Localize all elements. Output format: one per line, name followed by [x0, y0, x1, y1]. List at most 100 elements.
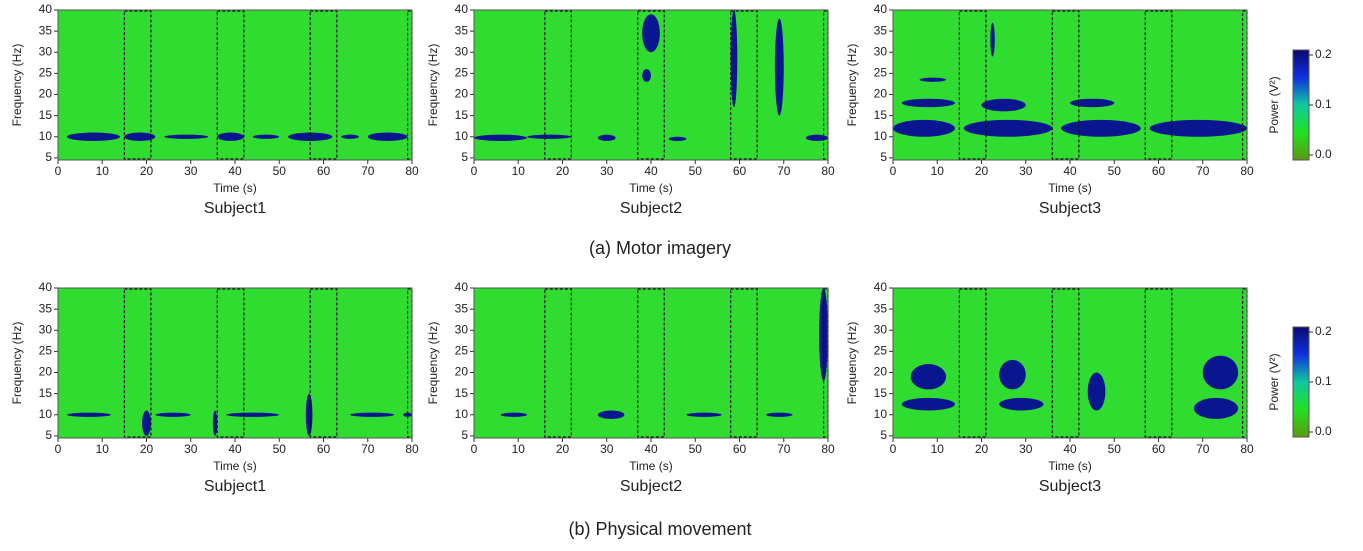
power-region — [527, 134, 572, 139]
colorbar-tick-label: 0.2 — [1315, 324, 1332, 338]
power-region — [963, 119, 1053, 137]
y-axis-label: Frequency (Hz) — [10, 322, 24, 405]
x-tick-label: 80 — [1240, 164, 1254, 178]
power-region — [668, 136, 687, 141]
power-region — [805, 134, 828, 141]
x-tick-label: 50 — [689, 442, 703, 456]
x-tick-label: 40 — [1063, 442, 1077, 456]
task-interval — [406, 288, 413, 438]
y-tick-label: 20 — [39, 365, 53, 379]
x-tick-label: 40 — [228, 164, 242, 178]
y-tick-label: 25 — [455, 344, 469, 358]
power-region — [164, 134, 209, 139]
x-axis-label: Time (s) — [213, 459, 257, 473]
y-axis-label: Frequency (Hz) — [845, 322, 859, 405]
x-tick-label: 50 — [273, 164, 287, 178]
x-tick-label: 20 — [975, 164, 989, 178]
x-tick-label: 0 — [890, 442, 897, 456]
y-tick-label: 20 — [874, 87, 888, 101]
y-tick-label: 35 — [39, 23, 53, 37]
x-tick-label: 10 — [512, 442, 526, 456]
task-interval — [1051, 10, 1080, 160]
power-region — [919, 77, 947, 82]
y-tick-label: 35 — [455, 301, 469, 315]
power-region — [1070, 98, 1115, 108]
task-interval — [730, 288, 758, 438]
x-tick-label: 30 — [600, 164, 614, 178]
y-axis-label: Frequency (Hz) — [426, 322, 440, 405]
x-tick-label: 10 — [96, 442, 110, 456]
x-tick-label: 10 — [512, 164, 526, 178]
y-tick-label: 15 — [874, 386, 888, 400]
x-tick-label: 70 — [361, 442, 375, 456]
x-tick-label: 0 — [471, 442, 478, 456]
plot-area — [66, 132, 408, 141]
x-tick-label: 20 — [140, 442, 154, 456]
y-tick-label: 5 — [461, 150, 468, 164]
plot-area — [901, 355, 1239, 419]
power-region — [155, 412, 191, 417]
plot-background — [893, 288, 1247, 438]
caption: (b) Physical movement — [568, 519, 751, 539]
colorbar-tick-label: 0.2 — [1315, 47, 1332, 61]
panel-subtitle: Subject1 — [204, 200, 266, 217]
task-interval — [544, 288, 572, 438]
x-axis-label: Time (s) — [629, 459, 673, 473]
x-tick-label: 10 — [931, 164, 945, 178]
power-region — [766, 412, 793, 417]
x-tick-label: 70 — [1196, 442, 1210, 456]
panel-subtitle: Subject3 — [1039, 200, 1101, 217]
power-region — [288, 132, 333, 141]
task-interval — [406, 10, 413, 160]
y-tick-label: 20 — [455, 365, 469, 379]
power-region — [142, 410, 151, 436]
x-tick-label: 60 — [733, 442, 747, 456]
x-tick-label: 30 — [1019, 442, 1033, 456]
task-interval — [1051, 288, 1080, 438]
y-tick-label: 20 — [39, 87, 53, 101]
x-tick-label: 20 — [140, 164, 154, 178]
y-tick-label: 5 — [461, 428, 468, 442]
colorbar-tick-label: 0.1 — [1315, 97, 1332, 111]
power-region — [981, 98, 1026, 112]
y-tick-label: 25 — [39, 66, 53, 80]
power-region — [597, 134, 616, 141]
panel-subtitle: Subject2 — [620, 478, 682, 495]
power-region — [901, 98, 955, 108]
y-axis-label: Frequency (Hz) — [845, 44, 859, 127]
power-region — [226, 412, 280, 417]
x-axis-label: Time (s) — [213, 181, 257, 195]
y-tick-label: 40 — [455, 2, 469, 16]
y-tick-label: 30 — [39, 44, 53, 58]
power-region — [642, 69, 651, 82]
y-tick-label: 40 — [874, 2, 888, 16]
y-tick-label: 40 — [455, 280, 469, 294]
panel-subtitle: Subject1 — [204, 478, 266, 495]
y-tick-label: 5 — [880, 428, 887, 442]
power-region — [597, 410, 625, 419]
caption: (a) Motor imagery — [589, 238, 731, 258]
x-tick-label: 80 — [821, 164, 835, 178]
y-tick-label: 40 — [874, 280, 888, 294]
panel-subtitle: Subject2 — [620, 200, 682, 217]
colorbar-tick-label: 0.1 — [1315, 374, 1332, 388]
x-tick-label: 30 — [600, 442, 614, 456]
x-tick-label: 60 — [1152, 442, 1166, 456]
task-interval — [216, 10, 245, 160]
power-region — [1087, 372, 1106, 411]
power-region — [212, 410, 218, 436]
x-tick-label: 80 — [405, 164, 419, 178]
plot-area — [474, 10, 828, 141]
x-tick-label: 60 — [317, 164, 331, 178]
plot-background — [58, 288, 412, 438]
y-tick-label: 15 — [39, 386, 53, 400]
y-tick-label: 25 — [455, 66, 469, 80]
y-tick-label: 15 — [455, 386, 469, 400]
x-tick-label: 10 — [96, 164, 110, 178]
colorbar — [1292, 49, 1310, 161]
x-tick-label: 0 — [55, 442, 62, 456]
plot-area — [893, 22, 1247, 137]
task-interval — [123, 288, 152, 438]
x-tick-label: 70 — [777, 164, 791, 178]
task-interval — [1144, 288, 1173, 438]
